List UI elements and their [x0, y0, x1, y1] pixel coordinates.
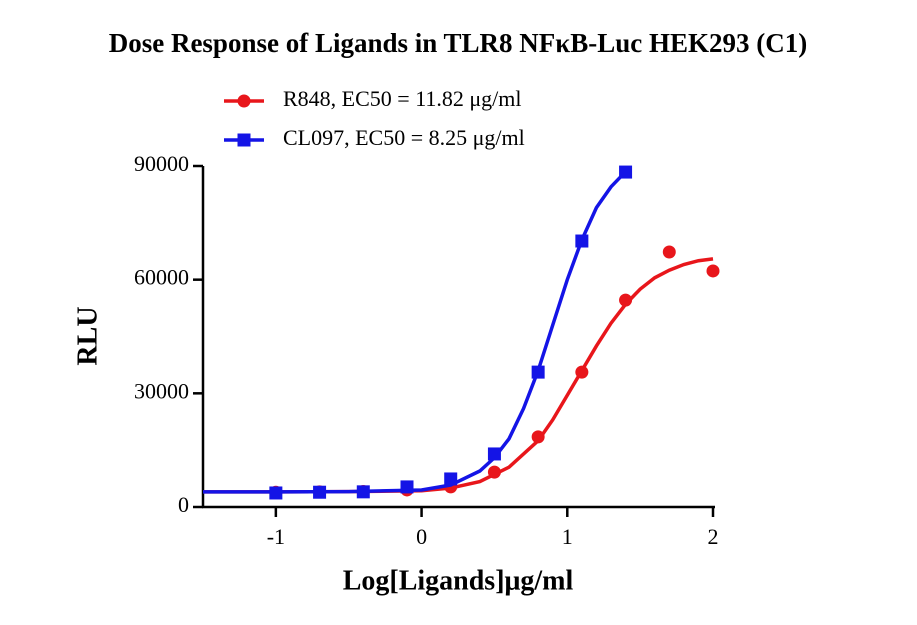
data-point [662, 245, 676, 259]
data-point [400, 480, 414, 494]
data-point [269, 486, 283, 500]
legend-label: R848, EC50 = 11.82 μg/ml [283, 86, 522, 111]
data-point [575, 234, 589, 248]
legend-marker [237, 94, 251, 108]
x-tick-label: 0 [416, 524, 427, 549]
data-point [313, 485, 327, 499]
data-point [356, 485, 370, 499]
y-tick-label: 60000 [134, 265, 189, 290]
x-tick-label: -1 [267, 524, 285, 549]
data-point [487, 447, 501, 461]
y-tick-label: 0 [178, 492, 189, 517]
data-point [531, 365, 545, 379]
data-point [619, 293, 633, 307]
legend-label: CL097, EC50 = 8.25 μg/ml [283, 125, 525, 150]
data-point [487, 465, 501, 479]
fit-curve [203, 257, 714, 494]
data-point [444, 472, 458, 486]
x-tick-label: 1 [562, 524, 573, 549]
fit-curve [203, 170, 627, 494]
y-tick-label: 30000 [134, 378, 189, 403]
data-point [619, 165, 633, 179]
legend-marker [237, 133, 251, 147]
y-tick-label: 90000 [134, 151, 189, 176]
chart-title: Dose Response of Ligands in TLR8 NFκB-Lu… [109, 28, 808, 58]
x-axis-label: Log[Ligands]μg/ml [343, 565, 574, 596]
data-point [575, 365, 589, 379]
data-point [531, 430, 545, 444]
data-point [706, 264, 720, 278]
y-axis-label: RLU [72, 306, 103, 365]
x-tick-label: 2 [708, 524, 719, 549]
